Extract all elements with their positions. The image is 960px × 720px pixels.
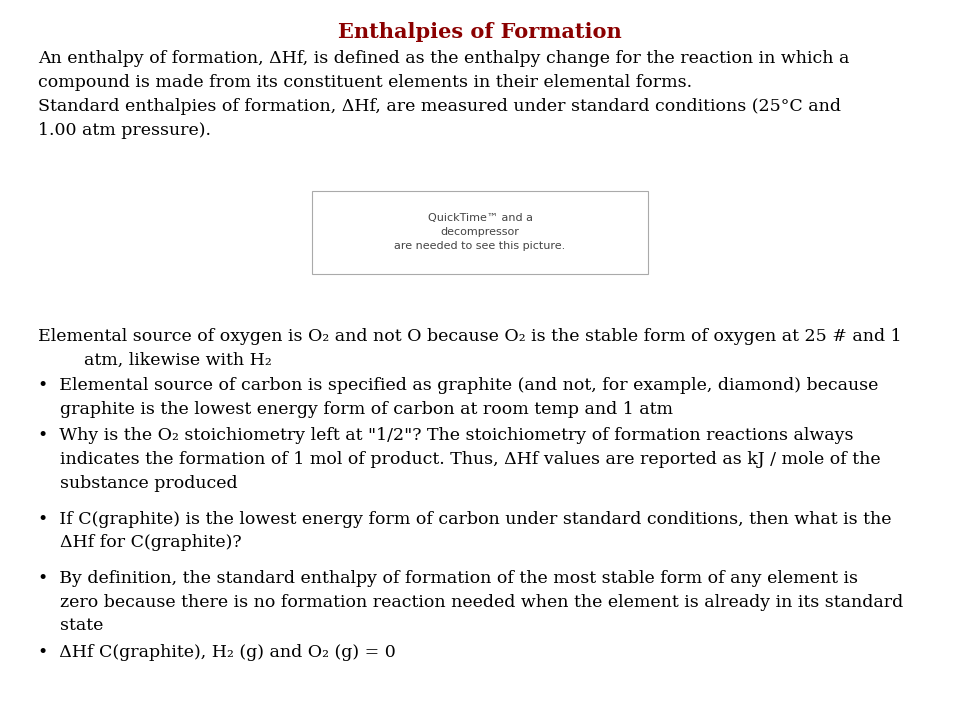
Text: Enthalpies of Formation: Enthalpies of Formation <box>338 22 622 42</box>
Text: •  By definition, the standard enthalpy of formation of the most stable form of : • By definition, the standard enthalpy o… <box>38 570 858 587</box>
Text: 1.00 atm pressure).: 1.00 atm pressure). <box>38 122 211 139</box>
Text: compound is made from its constituent elements in their elemental forms.: compound is made from its constituent el… <box>38 74 692 91</box>
Text: •  Why is the O₂ stoichiometry left at "1/2"? The stoichiometry of formation rea: • Why is the O₂ stoichiometry left at "1… <box>38 428 853 444</box>
Text: indicates the formation of 1 mol of product. Thus, ΔHf values are reported as kJ: indicates the formation of 1 mol of prod… <box>38 451 881 468</box>
Text: ΔHf for C(graphite)?: ΔHf for C(graphite)? <box>38 534 242 552</box>
Text: Standard enthalpies of formation, ΔHf, are measured under standard conditions (2: Standard enthalpies of formation, ΔHf, a… <box>38 98 841 115</box>
Text: substance produced: substance produced <box>38 475 238 492</box>
Text: •  Elemental source of carbon is specified as graphite (and not, for example, di: • Elemental source of carbon is specifie… <box>38 377 878 395</box>
FancyBboxPatch shape <box>312 191 648 274</box>
Text: atm, likewise with H₂: atm, likewise with H₂ <box>62 351 272 369</box>
Text: zero because there is no formation reaction needed when the element is already i: zero because there is no formation react… <box>38 594 903 611</box>
Text: Elemental source of oxygen is O₂ and not O because O₂ is the stable form of oxyg: Elemental source of oxygen is O₂ and not… <box>38 328 902 345</box>
Text: •  ΔHf C(graphite), H₂ (g) and O₂ (g) = 0: • ΔHf C(graphite), H₂ (g) and O₂ (g) = 0 <box>38 644 396 661</box>
Text: QuickTime™ and a
decompressor
are needed to see this picture.: QuickTime™ and a decompressor are needed… <box>395 213 565 251</box>
Text: An enthalpy of formation, ΔHf, is defined as the enthalpy change for the reactio: An enthalpy of formation, ΔHf, is define… <box>38 50 850 68</box>
Text: state: state <box>38 618 104 634</box>
Text: graphite is the lowest energy form of carbon at room temp and 1 atm: graphite is the lowest energy form of ca… <box>38 401 673 418</box>
Text: •  If C(graphite) is the lowest energy form of carbon under standard conditions,: • If C(graphite) is the lowest energy fo… <box>38 510 892 528</box>
